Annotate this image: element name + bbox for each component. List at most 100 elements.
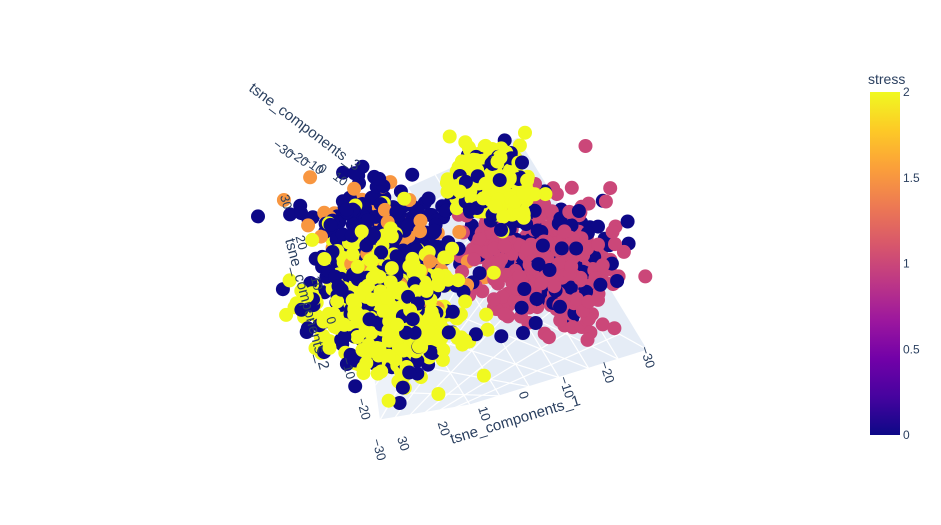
data-point	[608, 237, 622, 252]
data-point	[322, 340, 337, 355]
data-point	[372, 171, 387, 186]
data-point	[347, 166, 362, 181]
data-point	[279, 307, 294, 322]
data-point	[384, 261, 399, 276]
data-point	[452, 225, 467, 239]
data-point	[563, 280, 578, 295]
data-point	[496, 209, 511, 224]
data-point	[581, 294, 596, 309]
data-point	[299, 289, 314, 304]
colorbar-ticks: 0 0.5 1 1.5 2	[903, 85, 920, 442]
data-point	[557, 224, 572, 239]
data-point	[520, 242, 535, 257]
data-point	[345, 247, 360, 262]
data-point	[497, 307, 512, 321]
data-point	[431, 278, 446, 293]
data-point	[607, 321, 622, 336]
data-point	[317, 252, 332, 266]
data-point	[356, 360, 371, 375]
data-point	[595, 317, 610, 332]
data-point	[364, 254, 379, 269]
data-point	[430, 268, 445, 282]
data-point	[598, 194, 613, 209]
data-point	[531, 257, 546, 272]
data-point	[564, 180, 579, 195]
data-point	[354, 224, 369, 239]
data-point	[486, 292, 501, 307]
data-point	[300, 321, 315, 336]
data-point	[512, 269, 527, 284]
data-point	[514, 300, 529, 315]
data-point	[402, 259, 417, 274]
data-point	[638, 269, 653, 284]
data-point	[339, 202, 354, 217]
data-points	[251, 125, 653, 410]
data-point	[541, 330, 556, 345]
data-point	[528, 316, 543, 330]
data-point	[535, 238, 550, 253]
data-point	[389, 205, 404, 219]
data-point	[251, 209, 265, 224]
data-point	[348, 379, 363, 394]
data-point	[593, 277, 608, 292]
data-point	[490, 154, 505, 169]
data-point	[492, 173, 507, 188]
x-tick-label: −30	[637, 344, 658, 370]
data-point	[437, 250, 452, 265]
data-point	[497, 239, 512, 254]
data-point	[330, 294, 345, 309]
data-point	[620, 214, 635, 229]
x-tick-label: −20	[597, 359, 618, 385]
scene-3d[interactable]	[251, 125, 653, 421]
data-point	[564, 259, 579, 274]
data-point	[573, 270, 588, 285]
data-point	[382, 328, 397, 343]
data-point	[578, 139, 593, 153]
data-point	[350, 259, 365, 274]
x-tick-label: 20	[435, 419, 454, 437]
data-point	[472, 232, 487, 247]
data-point	[452, 184, 467, 199]
data-point	[323, 217, 338, 232]
data-point	[413, 213, 428, 228]
data-point	[516, 185, 531, 200]
data-point	[518, 125, 532, 140]
data-point	[494, 329, 509, 344]
data-point	[374, 364, 389, 379]
data-point	[517, 282, 532, 296]
data-point	[547, 279, 562, 294]
data-point	[458, 294, 473, 309]
data-point	[360, 278, 375, 293]
data-point	[365, 292, 380, 307]
data-point	[605, 224, 620, 239]
data-point	[294, 206, 309, 221]
data-point	[283, 207, 298, 222]
data-point	[431, 387, 446, 401]
colorbar-tick-label: 2	[903, 85, 910, 99]
floor-wall	[380, 255, 648, 420]
data-point	[383, 275, 398, 289]
data-point	[467, 252, 481, 267]
x-axis-ticks: 30 20 10 0 −10 −20 −30	[394, 344, 658, 452]
data-point	[591, 237, 605, 252]
x-tick-label: 30	[394, 434, 413, 452]
data-point	[445, 304, 460, 319]
data-point	[366, 228, 381, 242]
data-point	[365, 343, 379, 358]
data-point	[488, 199, 503, 214]
colorbar: stress 0 0.5 1 1.5 2	[868, 71, 920, 442]
data-point	[571, 204, 586, 218]
y-tick-label: 20	[292, 234, 310, 252]
data-point	[569, 241, 584, 256]
data-point	[424, 304, 439, 319]
colorbar-gradient	[870, 92, 900, 435]
colorbar-tick-label: 1	[903, 257, 910, 271]
data-point	[301, 218, 316, 233]
data-point	[303, 170, 318, 185]
data-point	[282, 273, 297, 288]
data-point	[458, 135, 473, 150]
data-point	[479, 307, 494, 322]
data-point	[402, 365, 417, 380]
data-point	[421, 191, 436, 206]
